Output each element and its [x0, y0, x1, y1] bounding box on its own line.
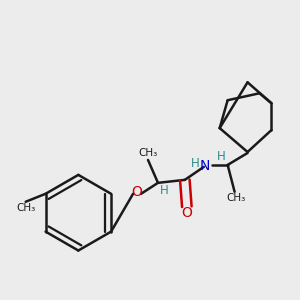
Text: CH₃: CH₃: [226, 194, 246, 203]
Text: H: H: [190, 158, 199, 170]
Text: O: O: [131, 185, 142, 199]
Text: H: H: [160, 184, 168, 197]
Text: H: H: [217, 150, 226, 163]
Text: CH₃: CH₃: [16, 203, 35, 213]
Text: N: N: [200, 159, 210, 173]
Text: O: O: [182, 206, 192, 220]
Text: CH₃: CH₃: [138, 148, 158, 158]
